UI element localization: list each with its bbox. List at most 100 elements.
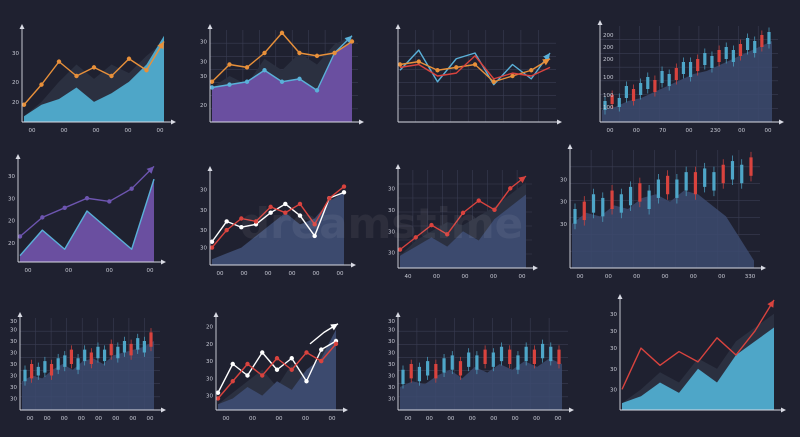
- candle-body: [760, 35, 764, 47]
- data-point: [312, 233, 317, 239]
- x-tick-label: 00: [147, 268, 154, 274]
- data-point: [262, 50, 267, 56]
- candle-body: [549, 346, 553, 362]
- candle-body: [710, 56, 714, 68]
- chart-c1: 20 20 30 00 00 00 00 00: [12, 24, 176, 134]
- x-tick-label: 00: [447, 416, 454, 422]
- data-point: [283, 201, 288, 207]
- y-tick-label: 30: [388, 397, 395, 403]
- y-axis-arrow: [395, 312, 401, 317]
- candle-body: [601, 197, 605, 217]
- y-tick-label: 100: [603, 105, 614, 111]
- candle-body: [610, 190, 614, 209]
- y-tick-label: 100: [603, 75, 614, 81]
- x-axis-arrow: [171, 119, 176, 125]
- x-tick-label: 00: [555, 416, 562, 422]
- data-point: [84, 196, 90, 201]
- y-axis-arrow: [213, 312, 219, 317]
- data-point: [476, 198, 481, 203]
- data-point: [333, 341, 339, 347]
- data-point: [227, 62, 232, 67]
- data-point: [327, 195, 332, 201]
- data-point: [279, 79, 285, 84]
- candle-body: [450, 355, 454, 370]
- data-point: [253, 219, 259, 224]
- data-point: [230, 361, 235, 367]
- data-point: [144, 68, 149, 73]
- data-point: [239, 225, 244, 230]
- x-tick-label: 70: [659, 128, 666, 134]
- candle-body: [653, 80, 657, 92]
- x-axis-arrow: [343, 407, 348, 413]
- data-point: [126, 56, 132, 61]
- x-tick-label: 00: [462, 274, 469, 280]
- y-tick-label: 30: [388, 351, 395, 357]
- y-tick-label: 30: [200, 40, 207, 46]
- candle-body: [136, 338, 140, 350]
- data-point: [245, 361, 250, 367]
- candle-body: [116, 346, 120, 359]
- candle-body: [631, 89, 636, 101]
- x-axis-arrow: [533, 265, 538, 271]
- x-tick-label: 00: [61, 128, 68, 134]
- candle-body: [557, 349, 561, 364]
- y-tick-label: 200: [603, 45, 614, 51]
- x-tick-label: 330: [745, 274, 756, 280]
- y-tick-label: 30: [10, 374, 17, 380]
- x-tick-label: 00: [289, 271, 296, 277]
- candle-body: [56, 358, 60, 370]
- x-tick-label: 00: [533, 416, 540, 422]
- candle-body: [724, 47, 728, 59]
- y-axis-arrow: [395, 164, 401, 169]
- x-tick-label: 00: [512, 416, 519, 422]
- x-tick-label: 00: [125, 128, 132, 134]
- y-tick-label: 30: [610, 367, 617, 373]
- candle-body: [483, 349, 487, 364]
- x-tick-label: 00: [29, 128, 36, 134]
- y-tick-label: 100: [603, 93, 614, 99]
- data-point: [319, 358, 324, 364]
- x-tick-label: 00: [223, 416, 230, 422]
- candle-body: [617, 98, 621, 107]
- y-tick-label: 30: [200, 60, 207, 66]
- data-point: [304, 379, 309, 384]
- y-tick-label: 30: [388, 362, 395, 368]
- candle-body: [746, 38, 750, 50]
- series-line: [399, 55, 551, 80]
- candle-body: [660, 71, 664, 83]
- data-point: [129, 186, 134, 191]
- data-point: [454, 65, 459, 70]
- y-tick-label: 20: [206, 342, 213, 348]
- x-axis-arrow: [161, 407, 166, 413]
- series-area: [20, 179, 154, 262]
- data-point: [209, 79, 215, 84]
- series-line: [399, 58, 551, 83]
- x-tick-label: 00: [605, 274, 612, 280]
- x-axis-arrow: [359, 119, 364, 125]
- candle-body: [591, 194, 596, 213]
- arrow-head: [157, 41, 164, 50]
- y-axis-arrow: [395, 24, 401, 29]
- data-point: [508, 186, 513, 191]
- data-point: [215, 390, 221, 395]
- candle-body: [491, 352, 495, 367]
- x-tick-label: 00: [718, 274, 725, 280]
- candle-body: [508, 349, 512, 364]
- data-point: [297, 50, 302, 56]
- x-axis-arrow: [161, 259, 166, 265]
- candle-body: [696, 59, 700, 71]
- series-area: [622, 327, 774, 410]
- candle-body: [142, 341, 146, 353]
- x-tick-label: 00: [112, 416, 119, 422]
- data-point: [279, 30, 285, 36]
- data-point: [274, 367, 280, 372]
- data-point: [332, 50, 337, 56]
- x-tick-label: 00: [276, 416, 283, 422]
- data-point: [39, 82, 44, 87]
- candle-body: [767, 32, 771, 44]
- x-tick-label: 00: [738, 128, 745, 134]
- data-point: [312, 222, 317, 227]
- data-point: [245, 373, 250, 378]
- candle-body: [102, 349, 107, 362]
